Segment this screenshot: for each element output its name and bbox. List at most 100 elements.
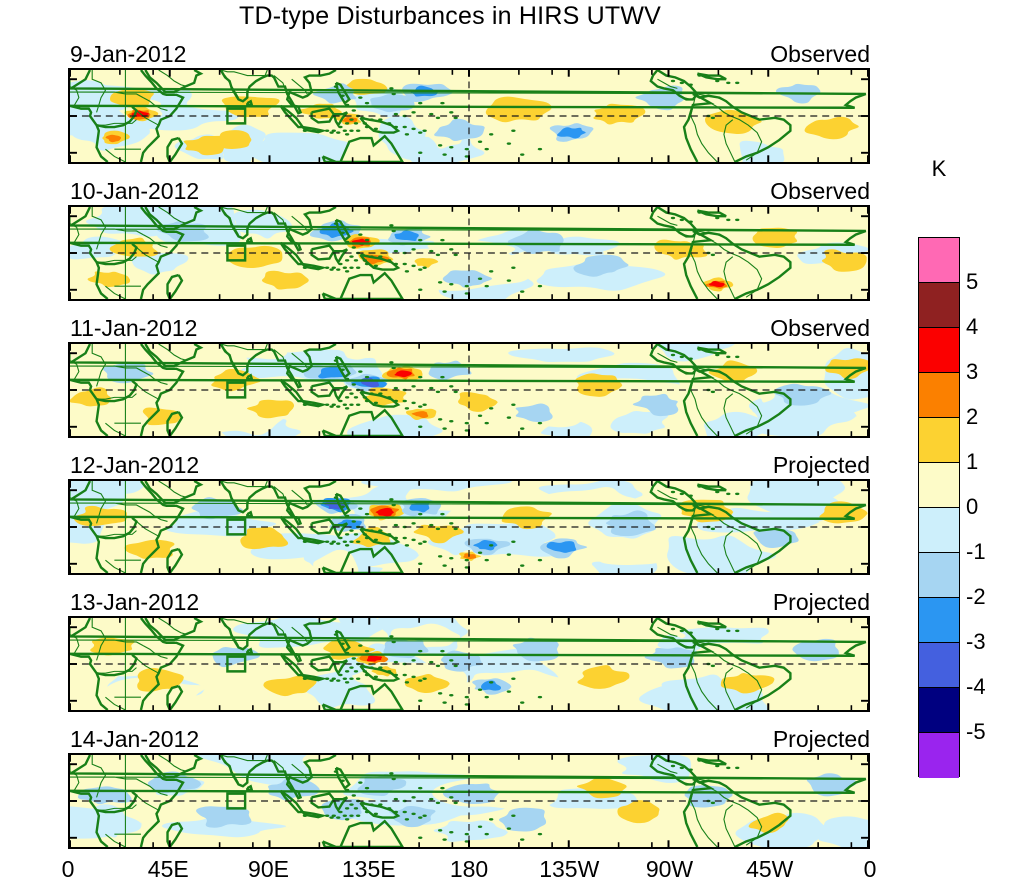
field-background-blob bbox=[536, 262, 670, 291]
country-border-path bbox=[691, 783, 718, 847]
colorbar-band[interactable] bbox=[919, 328, 959, 373]
coastline-path bbox=[697, 211, 726, 217]
island-dot bbox=[688, 494, 693, 498]
colorbar[interactable] bbox=[918, 237, 960, 778]
island-dot bbox=[387, 807, 392, 810]
field-background-blob bbox=[117, 264, 229, 299]
island-dot bbox=[437, 829, 443, 832]
island-dot bbox=[464, 292, 469, 295]
island-dot bbox=[344, 270, 350, 273]
country-border-path bbox=[105, 834, 125, 847]
colorbar-band[interactable] bbox=[919, 643, 959, 688]
island-dot bbox=[393, 125, 399, 129]
island-dot bbox=[679, 355, 685, 359]
colorbar-band[interactable] bbox=[919, 418, 959, 463]
field-background-blob bbox=[361, 481, 514, 492]
island-dot bbox=[735, 81, 740, 85]
island-dot bbox=[464, 284, 469, 288]
coastline-path bbox=[323, 547, 403, 573]
panel-plot-area[interactable] bbox=[68, 342, 870, 438]
panel-status-label: Projected bbox=[772, 589, 870, 615]
anomaly-contour-band bbox=[318, 366, 346, 379]
island-dot bbox=[464, 832, 469, 836]
country-border-path bbox=[143, 783, 167, 796]
coastline-path bbox=[145, 70, 200, 92]
anomaly-contour-band bbox=[515, 403, 553, 422]
country-border-path bbox=[92, 755, 105, 797]
panel-plot-area[interactable] bbox=[68, 616, 870, 712]
panel-field-svg bbox=[70, 755, 868, 847]
island-dot bbox=[422, 266, 427, 270]
panel-tick-layer bbox=[70, 207, 868, 299]
island-dot bbox=[373, 401, 379, 405]
coastline-path bbox=[312, 520, 334, 534]
island-dot bbox=[440, 238, 445, 242]
island-dot bbox=[369, 255, 374, 258]
panel-date-label: 9-Jan-2012 bbox=[70, 41, 187, 67]
island-dot bbox=[349, 129, 354, 133]
panel-plot-area[interactable] bbox=[68, 68, 870, 164]
island-dot bbox=[358, 507, 363, 510]
island-dot bbox=[411, 401, 416, 405]
island-dot bbox=[442, 427, 447, 430]
coastline-path bbox=[312, 109, 334, 123]
island-dot bbox=[351, 520, 356, 523]
coastline-path bbox=[141, 755, 183, 847]
colorbar-band[interactable] bbox=[919, 688, 959, 733]
colorbar-band[interactable] bbox=[919, 553, 959, 598]
country-border-path bbox=[221, 344, 268, 350]
island-dot bbox=[464, 147, 469, 151]
anomaly-contour-band bbox=[124, 539, 175, 559]
panel-plot-area[interactable] bbox=[68, 479, 870, 575]
island-dot bbox=[511, 129, 516, 133]
panel-date-label: 12-Jan-2012 bbox=[70, 452, 200, 478]
panel-plot-area[interactable] bbox=[68, 753, 870, 849]
colorbar-band[interactable] bbox=[919, 508, 959, 553]
coastline-path bbox=[145, 207, 200, 229]
island-dot bbox=[344, 651, 350, 655]
colorbar-band[interactable] bbox=[919, 733, 959, 778]
panel-plot-area[interactable] bbox=[68, 205, 870, 301]
island-dot bbox=[453, 390, 458, 394]
colorbar-band[interactable] bbox=[919, 283, 959, 328]
coastline-path bbox=[323, 684, 403, 710]
island-dot bbox=[355, 403, 361, 407]
country-border-path bbox=[105, 286, 125, 299]
island-dot bbox=[364, 375, 370, 379]
island-dot bbox=[378, 118, 383, 121]
island-dot bbox=[402, 810, 407, 814]
coastline-path bbox=[221, 207, 336, 250]
island-dot bbox=[670, 490, 676, 494]
country-border-path bbox=[724, 668, 735, 710]
island-dot bbox=[429, 249, 434, 253]
island-dot bbox=[679, 492, 685, 496]
colorbar-tick-label: 2 bbox=[966, 404, 979, 429]
island-dot bbox=[349, 814, 354, 818]
country-border-path bbox=[673, 775, 691, 784]
colorbar-band[interactable] bbox=[919, 463, 959, 508]
coastline-path bbox=[70, 344, 866, 436]
island-dot bbox=[364, 810, 370, 814]
island-dot bbox=[484, 695, 489, 699]
island-dot bbox=[311, 677, 317, 681]
country-border-path bbox=[70, 764, 79, 792]
coastline-path bbox=[334, 797, 347, 810]
island-dot bbox=[726, 81, 731, 85]
island-dot bbox=[349, 392, 354, 395]
colorbar-band[interactable] bbox=[919, 373, 959, 418]
colorbar-band[interactable] bbox=[919, 238, 959, 283]
island-dot bbox=[442, 701, 447, 704]
island-dot bbox=[710, 664, 716, 668]
island-dot bbox=[435, 253, 441, 257]
country-border-path bbox=[657, 79, 677, 88]
colorbar-tick-label: -5 bbox=[966, 719, 986, 744]
coastline-path bbox=[336, 631, 349, 651]
island-dot bbox=[344, 681, 350, 684]
island-dot bbox=[488, 133, 494, 136]
island-dot bbox=[336, 679, 341, 682]
colorbar-band[interactable] bbox=[919, 598, 959, 643]
island-dot bbox=[338, 262, 343, 266]
island-dot bbox=[440, 101, 445, 105]
anomaly-contour-band bbox=[593, 103, 646, 125]
island-dot bbox=[506, 416, 512, 419]
